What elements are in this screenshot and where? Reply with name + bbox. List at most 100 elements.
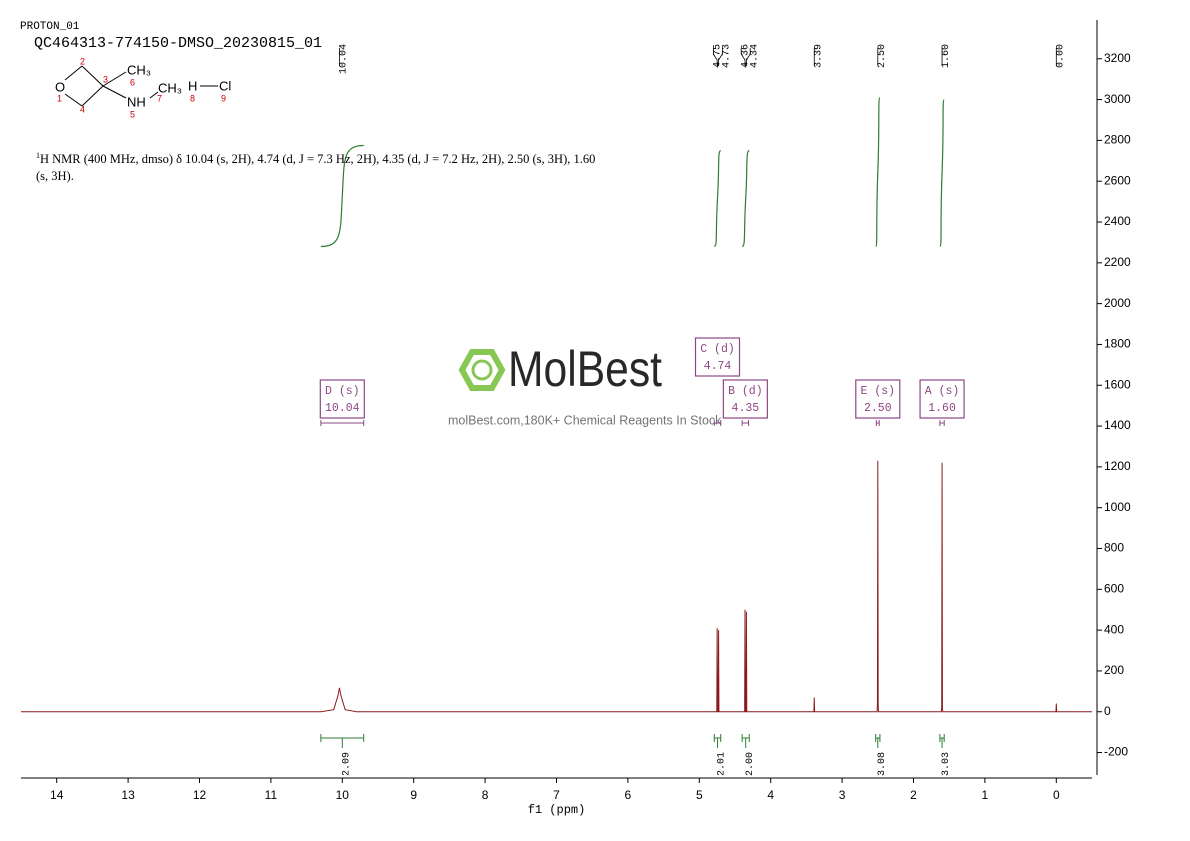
atom-number: 6	[130, 77, 135, 87]
x-tick-label: 2	[910, 788, 917, 802]
bond	[102, 85, 127, 99]
x-tick-label: 8	[482, 788, 489, 802]
integral-value: 3.08	[877, 752, 888, 776]
atom-label: CH₃	[127, 62, 151, 77]
x-tick-label: 1	[982, 788, 989, 802]
integral-bracket	[741, 734, 750, 748]
multiplet-range	[875, 420, 880, 426]
y-tick-label: 1400	[1104, 418, 1131, 432]
integral-bracket	[713, 734, 722, 748]
x-tick-label: 9	[410, 788, 417, 802]
atom-number: 5	[130, 109, 135, 119]
peak-label: 4.73	[722, 44, 733, 68]
bond	[64, 65, 83, 81]
watermark-tagline: molBest.com,180K+ Chemical Reagents In S…	[448, 413, 722, 427]
multiplet-range	[320, 420, 365, 426]
x-axis-title: f1 (ppm)	[528, 803, 586, 817]
atom-number: 4	[80, 104, 85, 114]
x-tick-label: 5	[696, 788, 703, 802]
multiplet-name: B (d)	[728, 385, 763, 398]
multiplet-shift: 2.50	[864, 402, 892, 415]
y-tick-label: 2600	[1104, 173, 1131, 187]
x-tick-label: 12	[193, 788, 207, 802]
y-tick-label: 1800	[1104, 337, 1131, 351]
integral-value: 3.03	[941, 752, 952, 776]
peak-label: 3.39	[813, 44, 824, 68]
x-tick-label: 3	[839, 788, 846, 802]
nmr-description: 1H NMR (400 MHz, dmso) δ 10.04 (s, 2H), …	[36, 147, 596, 185]
multiplet-shift: 4.35	[732, 402, 760, 415]
multiplet-range	[741, 420, 750, 426]
peak-label: 2.50	[877, 44, 888, 68]
bond	[149, 91, 159, 99]
multiplet-shift: 10.04	[325, 402, 360, 415]
peak-label: 4.36	[740, 44, 751, 68]
peak-label: 4.34	[749, 44, 760, 68]
peak-connector	[746, 48, 751, 66]
x-tick-label: 10	[336, 788, 350, 802]
x-tick-label: 14	[50, 788, 64, 802]
atom-number: 2	[80, 56, 85, 66]
integral-bracket	[320, 734, 365, 748]
logo-ring	[471, 359, 493, 381]
multiplet-box	[855, 379, 901, 419]
x-tick-label: 0	[1053, 788, 1060, 802]
atom-numbers: 1 2 3 4 5 6 7 8 9	[57, 56, 226, 119]
x-tick-label: 7	[553, 788, 560, 802]
peak-connector	[718, 48, 723, 66]
experiment-name: PROTON_01	[20, 21, 80, 33]
integral-bracket	[939, 734, 945, 748]
multiplet-box	[694, 337, 741, 377]
multiplet-range	[939, 420, 945, 426]
y-tick-label: 400	[1104, 622, 1124, 636]
y-tick-label: 2800	[1104, 133, 1131, 147]
bond	[81, 85, 104, 107]
atom-label: NH	[127, 94, 146, 109]
bond	[81, 65, 104, 87]
integral-value: 2.09	[341, 752, 352, 776]
atom-number: 7	[157, 93, 162, 103]
spectrum-line	[21, 460, 1092, 713]
y-tick-label: 2400	[1104, 214, 1131, 228]
atom-number: 1	[57, 93, 62, 103]
multiplet-name: C (d)	[700, 343, 735, 356]
logo-icon	[458, 349, 506, 391]
molecule	[64, 65, 218, 107]
atom-label: O	[55, 79, 65, 94]
watermark-brand: MolBest	[508, 341, 662, 397]
y-tick-label: 1600	[1104, 377, 1131, 391]
multiplet-shift: 1.60	[928, 402, 956, 415]
bond	[64, 93, 83, 107]
y-tick-label: -200	[1104, 745, 1128, 759]
peak-connector	[740, 48, 746, 66]
integral-curve	[320, 144, 364, 248]
atom-label: CH₃	[158, 80, 182, 95]
y-tick-label: 800	[1104, 541, 1124, 555]
atom-labels: O NH CH₃ CH₃ H Cl	[55, 62, 231, 109]
peak-label: 0.00	[1055, 44, 1066, 68]
integral-curve	[939, 98, 945, 248]
atom-label: Cl	[219, 78, 231, 93]
atom-number: 9	[221, 93, 226, 103]
x-tick-label: 13	[121, 788, 135, 802]
atom-label: H	[188, 78, 197, 93]
multiplet-box	[319, 379, 365, 419]
integral-curve	[875, 96, 881, 248]
peak-connector	[712, 48, 718, 66]
y-tick-label: 3000	[1104, 92, 1131, 106]
y-tick-label: 600	[1104, 581, 1124, 595]
y-tick-label: 0	[1104, 704, 1111, 718]
x-tick-label: 11	[265, 788, 278, 802]
y-tick-label: 1000	[1104, 500, 1131, 514]
peak-label: 4.75	[713, 44, 724, 68]
multiplet-shift: 4.74	[704, 360, 732, 373]
integral-value: 2.00	[745, 752, 756, 776]
sample-name: QC464313-774150-DMSO_20230815_01	[34, 35, 322, 52]
y-tick-label: 2200	[1104, 255, 1131, 269]
integral-bracket	[875, 734, 881, 748]
isotope: 1	[36, 151, 40, 160]
integral-value: 2.01	[717, 752, 728, 776]
description-text: H NMR (400 MHz, dmso) δ 10.04 (s, 2H), 4…	[36, 152, 596, 184]
